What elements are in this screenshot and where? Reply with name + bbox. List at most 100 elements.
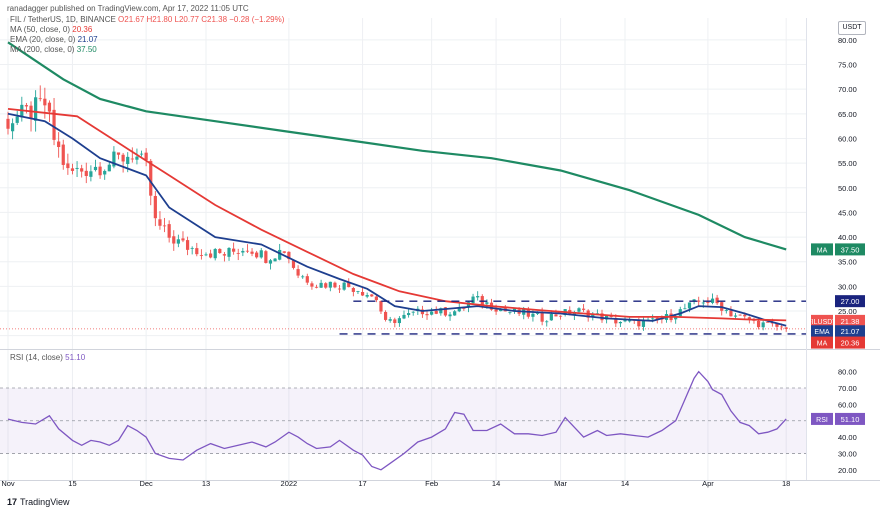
candle-body — [365, 295, 369, 297]
tradingview-logo[interactable]: 17 TradingView — [7, 497, 70, 507]
candle-body — [80, 168, 84, 172]
candle-body — [282, 251, 286, 253]
candle-body — [337, 288, 342, 290]
candle-body — [756, 320, 761, 328]
candle-body — [453, 311, 457, 316]
candle-body — [296, 269, 300, 276]
candle-body — [784, 327, 788, 329]
candle-body — [103, 170, 107, 175]
symbol-name[interactable]: FIL / TetherUS, 1D, BINANCE — [10, 15, 116, 24]
price-tick-label: 40.00 — [838, 233, 857, 242]
rsi-legend[interactable]: RSI (14, close) 51.10 — [10, 353, 85, 362]
candle-body — [623, 319, 627, 322]
candle-body — [383, 311, 388, 320]
level27-price-value: 27.00 — [841, 297, 860, 306]
candle-body — [195, 248, 199, 255]
candle-body — [687, 302, 692, 309]
candle-body — [52, 109, 56, 140]
last-price-tag: FILUSDT — [807, 319, 837, 326]
candle-body — [388, 319, 392, 321]
candle-body — [701, 302, 705, 304]
candle-body — [324, 283, 328, 288]
candle-body — [738, 314, 742, 316]
candle-body — [24, 105, 29, 107]
candle-body — [209, 253, 213, 258]
publisher-line: ranadagger published on TradingView.com,… — [7, 4, 249, 13]
ma50-price-tag-box — [811, 336, 833, 349]
ma200-line — [7, 41, 787, 251]
price-tick-label: 25.00 — [838, 307, 857, 316]
candle-body — [508, 311, 512, 313]
currency-button[interactable]: USDT — [838, 21, 866, 35]
time-tick-label: 18 — [782, 479, 790, 488]
candle-body — [47, 102, 52, 112]
candle-body — [70, 168, 75, 171]
ema20-legend[interactable]: EMA (20, close, 0) 21.07 — [10, 35, 98, 44]
symbol-legend[interactable]: FIL / TetherUS, 1D, BINANCE O21.67 H21.8… — [10, 15, 284, 24]
rsi-tick-label: 20.00 — [838, 466, 857, 475]
candle-body — [185, 240, 190, 250]
candle-body — [139, 153, 144, 155]
candle-body — [232, 248, 236, 252]
ma50-legend[interactable]: MA (50, close, 0) 20.36 — [10, 25, 92, 34]
candle-body — [600, 313, 604, 321]
horizontal-levels[interactable] — [0, 300, 806, 335]
rsi-value-box — [835, 412, 865, 425]
ma200-legend-label: MA (200, close, 0) — [10, 45, 75, 54]
candle-body — [471, 296, 475, 304]
tradingview-logo-mark: 17 — [7, 497, 18, 507]
candle-body — [121, 154, 125, 162]
ma200-legend[interactable]: MA (200, close, 0) 37.50 — [10, 45, 97, 54]
time-tick-label: Apr — [702, 479, 714, 488]
candle-body — [305, 276, 309, 283]
candle-body — [407, 313, 411, 316]
candle-body — [397, 318, 401, 324]
candle-body — [333, 282, 337, 288]
candle-body — [545, 321, 549, 323]
candle-body — [729, 310, 733, 317]
candle-body — [766, 321, 770, 323]
time-tick-label: 2022 — [281, 479, 298, 488]
candle-body — [351, 288, 355, 292]
ema20-legend-label: EMA (20, close, 0) — [10, 35, 76, 44]
ema20-legend-value: 21.07 — [77, 35, 98, 44]
candles-group[interactable] — [6, 85, 788, 332]
candle-body — [176, 239, 180, 244]
ema20-price-tag-box — [811, 325, 833, 338]
candle-body — [535, 313, 540, 314]
candle-body — [360, 291, 365, 296]
rsi-tick-label: 60.00 — [838, 400, 857, 409]
candle-body — [697, 300, 701, 302]
candle-body — [222, 254, 227, 256]
time-tick-label: 14 — [621, 479, 629, 488]
candle-body — [715, 297, 719, 304]
candle-body — [135, 156, 139, 160]
candle-body — [393, 319, 397, 324]
candle-body — [430, 311, 434, 315]
rsi-legend-value: 51.10 — [65, 353, 86, 362]
candle-body — [291, 260, 296, 268]
candle-body — [167, 224, 171, 238]
time-tick-label: Feb — [425, 479, 438, 488]
price-tick-label: 75.00 — [838, 61, 857, 70]
candle-body — [314, 286, 319, 288]
candle-body — [84, 170, 88, 176]
ma50-price-tag: MA — [817, 341, 828, 348]
candle-body — [268, 260, 273, 264]
candle-body — [264, 251, 268, 263]
candle-body — [641, 320, 646, 327]
rsi-tick-label: 70.00 — [838, 384, 857, 393]
candle-body — [614, 317, 618, 324]
candle-body — [162, 225, 167, 227]
candle-body — [241, 250, 245, 253]
candle-body — [572, 312, 576, 316]
price-tick-label: 65.00 — [838, 110, 857, 119]
ema20-price-value-box — [835, 325, 865, 338]
candle-body — [674, 317, 678, 320]
candle-body — [706, 302, 710, 303]
candle-body — [144, 152, 148, 160]
candle-body — [112, 151, 116, 167]
candle-body — [439, 308, 443, 314]
candle-body — [227, 247, 231, 257]
